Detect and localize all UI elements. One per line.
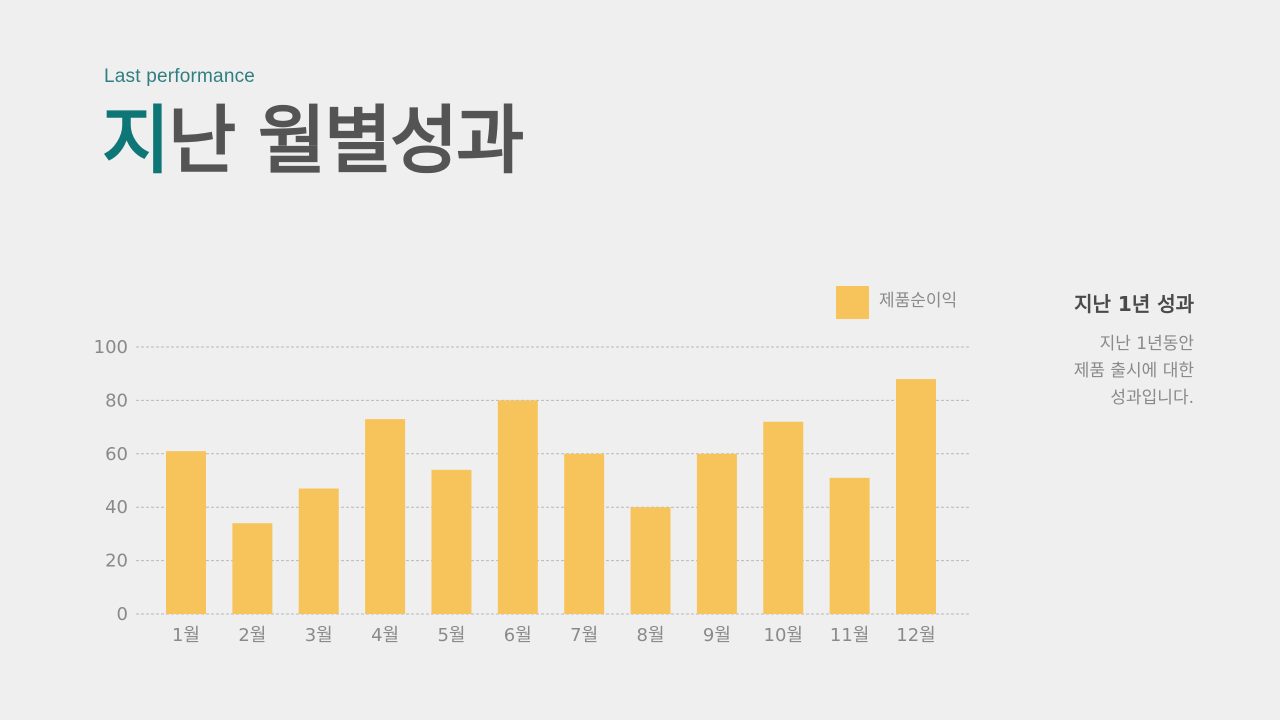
bar-1 (166, 451, 206, 614)
page-title-rest: 난 월별성과 (168, 98, 524, 184)
legend-swatch (836, 286, 869, 319)
bar-9 (696, 453, 737, 614)
summary-title: 지난 1년 성과 (1074, 292, 1194, 316)
bar-5 (431, 469, 472, 614)
x-tick-label: 11월 (830, 625, 869, 646)
summary-panel: 지난 1년 성과 지난 1년동안 제품 출시에 대한 성과입니다. (934, 288, 1194, 412)
x-tick-label: 5월 (437, 625, 465, 646)
y-tick-label: 60 (105, 444, 128, 465)
page-title: 지난 월별성과 (102, 96, 524, 186)
y-tick-label: 20 (105, 551, 128, 572)
x-tick-label: 4월 (371, 625, 399, 646)
bar-11 (829, 477, 870, 614)
bar-6 (497, 400, 538, 614)
summary-line: 제품 출시에 대한 (1073, 361, 1194, 381)
x-tick-label: 2월 (238, 625, 266, 646)
y-axis-ticks: 0 20 40 60 80 100 (94, 337, 128, 625)
x-tick-label: 3월 (305, 625, 333, 646)
y-tick-label: 80 (105, 390, 128, 411)
bar-10 (763, 421, 804, 614)
x-tick-label: 6월 (504, 625, 532, 646)
bar-2 (232, 523, 273, 614)
bar-3 (298, 488, 339, 614)
x-tick-label: 7월 (570, 625, 598, 646)
bar-7 (564, 453, 605, 614)
chart-bars (166, 379, 936, 614)
y-tick-label: 40 (105, 497, 128, 518)
legend-label: 제품순이익 (879, 291, 957, 311)
y-tick-label: 100 (94, 337, 128, 358)
x-tick-label: 12월 (896, 625, 935, 646)
bar-4 (365, 419, 406, 614)
bar-8 (630, 507, 671, 614)
summary-line: 지난 1년동안 (1099, 334, 1194, 354)
bar-12 (896, 379, 936, 614)
x-tick-label: 10월 (764, 625, 803, 646)
summary-line: 성과입니다. (1110, 388, 1194, 408)
y-tick-label: 0 (117, 604, 128, 625)
chart-legend: 제품순이익 (836, 286, 957, 319)
x-axis-ticks: 1월 2월 3월 4월 5월 6월 7월 8월 9월 10월 11월 12월 (172, 625, 936, 646)
page-title-accent: 지 (102, 98, 170, 184)
page-subtitle: Last performance (104, 66, 256, 87)
x-tick-label: 1월 (172, 625, 200, 646)
x-tick-label: 9월 (703, 625, 731, 646)
x-tick-label: 8월 (637, 625, 665, 646)
